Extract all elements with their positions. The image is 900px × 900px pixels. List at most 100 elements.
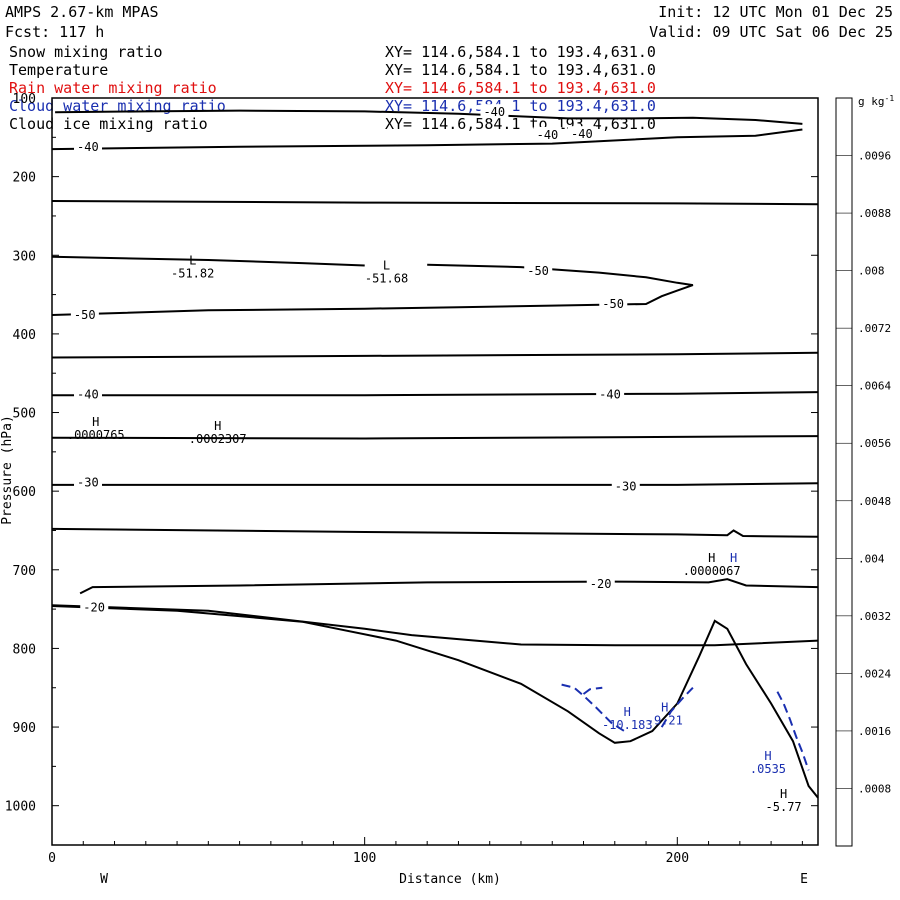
temperature-contour	[55, 109, 803, 125]
colorbar-tick-label: .0008	[858, 782, 891, 795]
contour-label: -40	[537, 128, 559, 142]
field-legend: Snow mixing ratio XY= 114.6,584.1 to 193.…	[9, 43, 656, 133]
contour-label-bg	[70, 307, 99, 322]
legend-field-xy: XY= 114.6,584.1 to 193.4,631.0	[385, 43, 656, 61]
temperature-contour	[51, 351, 819, 359]
legend-field-xy: XY= 114.6,584.1 to 193.4,631.0	[385, 97, 656, 115]
legend-field-xy: XY= 114.6,584.1 to 193.4,631.0	[385, 79, 656, 97]
terrain-line	[51, 605, 819, 799]
extremum-mark: L	[383, 258, 390, 272]
contour-label: -30	[77, 476, 99, 490]
extremum-mark: H	[624, 705, 631, 719]
cloud-water-contour	[660, 687, 694, 728]
terrain-outline	[51, 605, 819, 799]
x-tick-label: 0	[48, 851, 56, 866]
contour-label: -40	[599, 387, 621, 401]
colorbar-unit: g kg-1	[858, 94, 894, 108]
legend-field-xy: XY= 114.6,584.1 to 193.4,631.0	[385, 61, 656, 79]
y-tick-label: 100	[13, 92, 36, 107]
extremum-mark: H	[730, 551, 737, 565]
legend-field-name: Rain water mixing ratio	[9, 79, 217, 97]
contour-label: -20	[83, 601, 105, 615]
x-tick-label: 100	[353, 851, 376, 866]
temperature-contours	[51, 109, 819, 647]
extremum-mark: H	[661, 700, 668, 714]
colorbar-tick-label: .004	[858, 552, 885, 565]
cloud-water-contour	[776, 691, 810, 771]
contour-label-bg	[596, 386, 625, 401]
extremum-mark: H	[92, 415, 99, 429]
forecast-hour: Fcst: 117 h	[5, 23, 104, 41]
extrema-markers: L-51.82L-51.68H.0000765H.0002307H.000006…	[67, 254, 802, 814]
contour-label: -50	[527, 264, 549, 278]
y-tick-label: 200	[13, 171, 36, 186]
x-axis: 0 100 200	[48, 837, 803, 866]
contour-label-bg	[611, 478, 640, 493]
y-axis: 100 200 300 400 500 600 700 800 900 1000	[5, 92, 818, 846]
extremum-mark: H	[764, 749, 771, 763]
extremum-value: .0000067	[683, 564, 741, 578]
contour-label: -40	[77, 387, 99, 401]
contour-label-bg	[480, 104, 509, 119]
west-label: W	[100, 872, 108, 887]
contour-label-bg	[74, 386, 103, 401]
contour-label-bg	[533, 126, 562, 141]
extremum-value: -51.82	[171, 267, 214, 281]
extremum-value: -5.77	[766, 800, 802, 814]
temperature-contour	[52, 391, 819, 397]
temperature-contour	[52, 482, 819, 486]
legend-field-name: Temperature	[9, 61, 108, 79]
contour-label: -20	[590, 577, 612, 591]
extremum-value: .0000765	[67, 428, 125, 442]
y-tick-label: 900	[13, 721, 36, 736]
east-label: E	[800, 872, 808, 887]
plot-area: -40-40-40 -40-50-50-50-40 -40-30 -30-20-20 …	[5, 92, 819, 866]
contour-label-bg	[599, 296, 628, 311]
y-tick-label: 800	[13, 642, 36, 657]
temperature-contour	[51, 263, 694, 316]
colorbar-tick-label: .0024	[858, 667, 891, 680]
y-tick-label: 400	[13, 328, 36, 343]
colorbar-tick-label: .0096	[858, 150, 891, 163]
colorbar-tick-label: .0016	[858, 725, 891, 738]
y-tick-label: 500	[13, 407, 36, 422]
init-time: Init: 12 UTC Mon 01 Dec 25	[658, 3, 893, 21]
colorbar-tick-label: .0088	[858, 207, 891, 220]
extremum-mark: H	[708, 551, 715, 565]
colorbar-unit-text: g kg	[858, 95, 885, 108]
y-tick-label: 300	[13, 249, 36, 264]
cloud-water-contour	[561, 683, 625, 732]
colorbar-tick-label: .0032	[858, 610, 891, 623]
temperature-contour	[51, 128, 803, 151]
contour-label-bg	[586, 575, 615, 590]
contour-label: -40	[77, 140, 99, 154]
temperature-contour	[51, 255, 365, 267]
contour-label: -50	[602, 297, 624, 311]
colorbar-tick-label: .0056	[858, 437, 891, 450]
contour-label-bg	[80, 599, 109, 614]
contour-label-bg	[524, 262, 553, 277]
legend-field-name: Snow mixing ratio	[9, 43, 163, 61]
cloud-water-contours	[561, 683, 810, 771]
temperature-contour	[51, 604, 819, 647]
colorbar-ticks: .0096 .0088 .008 .0072 .0064 .0056 .0048 .004 .0…	[836, 150, 891, 795]
y-tick-label: 600	[13, 485, 36, 500]
legend-field-name: Cloud ice mixing ratio	[9, 115, 208, 133]
colorbar-tick-label: .0072	[858, 322, 891, 335]
temperature-contour	[79, 578, 819, 595]
model-title: AMPS 2.67-km MPAS	[5, 3, 159, 21]
colorbar-tick-label: .008	[858, 265, 885, 278]
temperature-contour	[51, 200, 819, 206]
contour-label: -30	[615, 479, 637, 493]
extremum-mark: H	[780, 787, 787, 801]
colorbar: .0096 .0088 .008 .0072 .0064 .0056 .0048 .004 .0…	[835, 94, 894, 847]
contour-label: -40	[483, 105, 505, 119]
plot-frame	[51, 97, 819, 846]
colorbar-frame	[835, 97, 853, 847]
contour-label: -40	[571, 127, 593, 141]
colorbar-unit-exponent: -1	[885, 94, 895, 103]
contour-labels: -40 -40 -40 -40 -50 -50 -50 -40 -40 -30 -30 -20 -20	[70, 104, 640, 615]
extremum-value: -9.21	[647, 713, 683, 727]
extremum-value: .0535	[750, 762, 786, 776]
